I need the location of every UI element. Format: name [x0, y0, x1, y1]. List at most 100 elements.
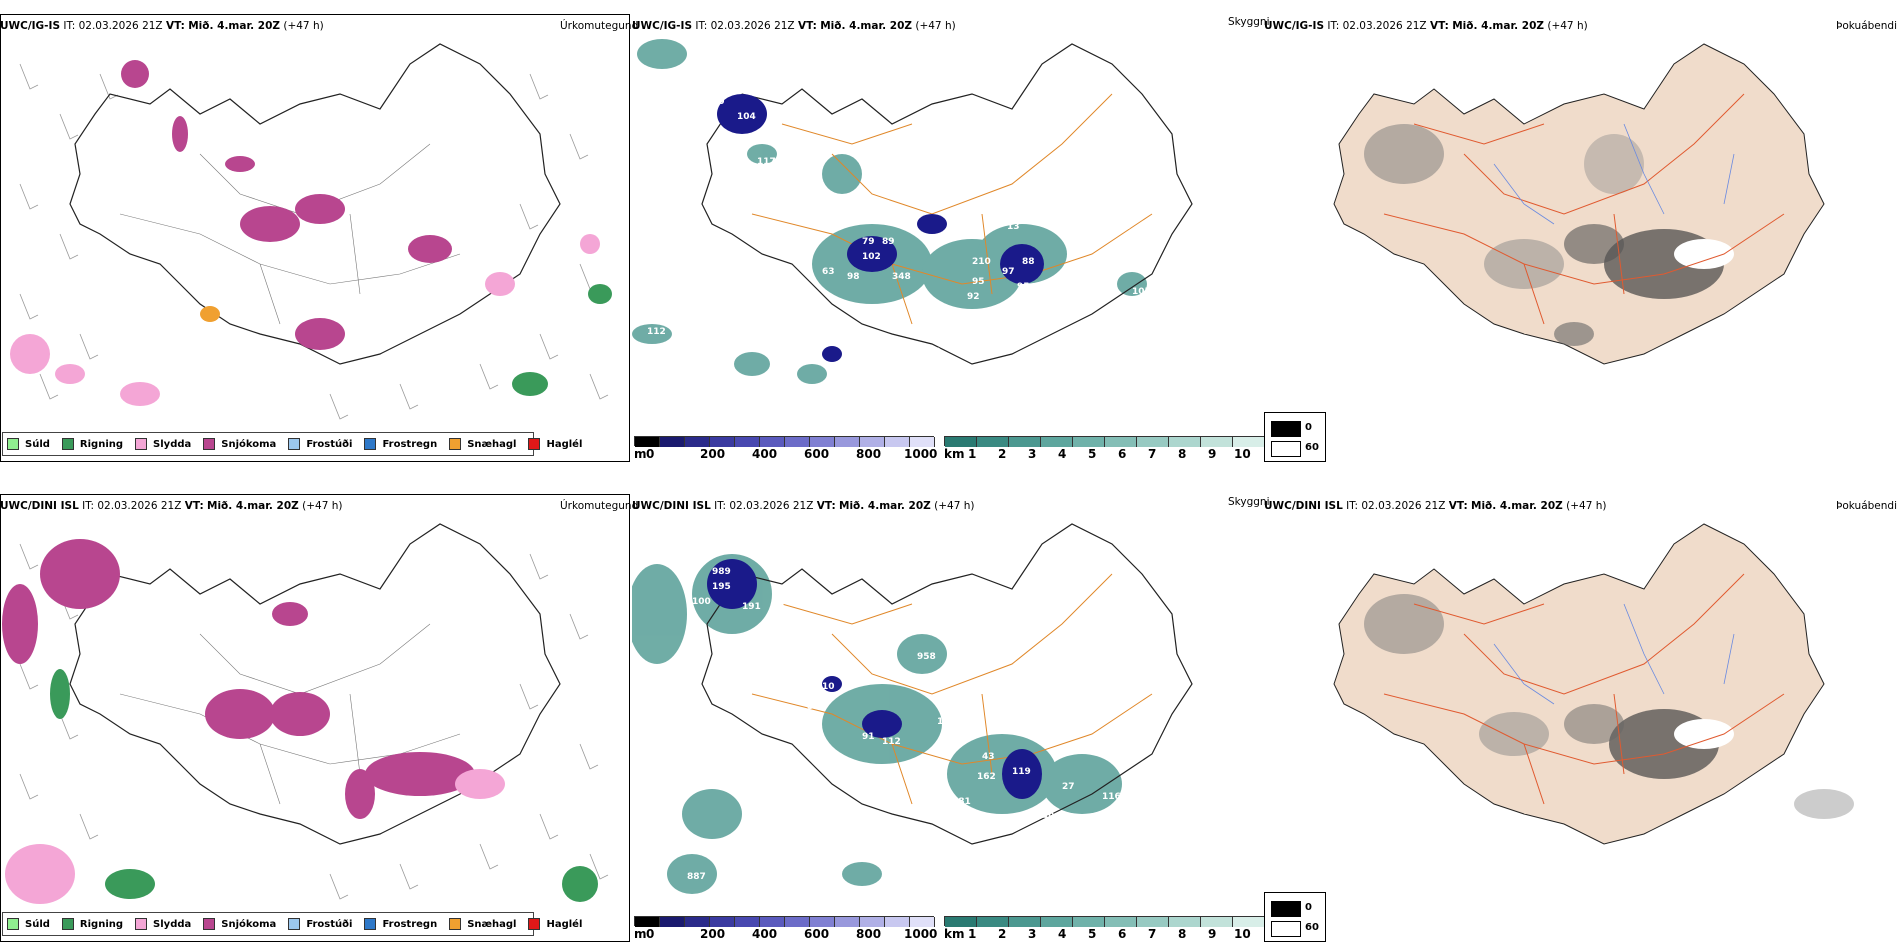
- visibility-tick: 7: [1148, 927, 1157, 941]
- colorbar-segment: [1009, 437, 1041, 447]
- ceiling-label: 105: [1132, 287, 1151, 297]
- ceiling-label: 13: [1007, 222, 1020, 232]
- colorbar-segment: [835, 437, 860, 447]
- visibility-colorbar: [944, 436, 1265, 447]
- colorbar-segment: [1041, 917, 1073, 927]
- iceland-coastline: [69, 523, 561, 845]
- ceiling-label: 79: [862, 237, 875, 247]
- fog-label-0: 0: [1305, 902, 1312, 913]
- ceiling-label: 117: [757, 157, 776, 167]
- ceiling-label: 70: [712, 97, 725, 107]
- visibility-panel: UWC/DINI ISL IT: 02.03.2026 21Z VT: Mið.…: [632, 480, 1270, 950]
- legend-item-rigning: Rigning: [61, 918, 124, 930]
- panel-header: UWC/IG-IS IT: 02.03.2026 21Z VT: Mið. 4.…: [632, 20, 956, 32]
- colorbar-segment: [660, 437, 685, 447]
- fog-label-60: 60: [1305, 442, 1319, 453]
- legend-label: Frostregn: [382, 438, 438, 450]
- colorbar-segment: [635, 917, 660, 927]
- fog-index-map: [1333, 523, 1854, 845]
- ceiling-label: 83: [772, 602, 785, 612]
- valid-label: VT:: [816, 500, 836, 512]
- valid-label: VT:: [797, 20, 817, 32]
- legend-swatch: [288, 438, 301, 450]
- visibility-colorbar-unit: km: [944, 927, 965, 941]
- fog-label-60: 60: [1305, 922, 1319, 933]
- ceiling-label: 102: [947, 215, 966, 225]
- visibility-tick: 4: [1058, 447, 1067, 461]
- colorbar-segment: [810, 917, 835, 927]
- fog-index-map: [1333, 43, 1825, 365]
- model-name: UWC/DINI ISL: [632, 500, 711, 512]
- legend-label: Rigning: [79, 918, 124, 930]
- visibility-tick: 5: [1088, 927, 1097, 941]
- ceiling-label: 104: [737, 112, 756, 122]
- visibility-tick: 2: [998, 447, 1007, 461]
- legend-item-frostregn: Frostregn: [364, 918, 437, 930]
- colorbar-segment: [1105, 437, 1137, 447]
- colorbar-segment: [1233, 437, 1265, 447]
- ceiling-tick: 0: [646, 927, 655, 941]
- ceiling-value-labels: 82 104 70 117 48 79 89 102 105 102 13 21…: [647, 87, 1151, 357]
- visibility-tick: 1: [968, 447, 977, 461]
- colorbar-segment: [810, 437, 835, 447]
- ceiling-label: 95: [1017, 282, 1030, 292]
- colorbar-segment: [1009, 917, 1041, 927]
- legend-swatch: [7, 438, 19, 450]
- legend-item-snaehagl: Snæhagl: [449, 438, 516, 450]
- valid-label: VT:: [1429, 20, 1449, 32]
- model-name: UWC/IG-IS: [0, 20, 61, 32]
- ceiling-label: 113: [937, 717, 956, 727]
- valid-time: Mið. 4.mar. 20Z: [820, 20, 913, 32]
- colorbar-segment: [785, 917, 810, 927]
- ceiling-label: 958: [917, 652, 936, 662]
- ceiling-label: 105: [900, 212, 919, 222]
- colorbar-segment: [860, 437, 885, 447]
- panel-header: UWC/DINI ISL IT: 02.03.2026 21Z VT: Mið.…: [632, 500, 974, 512]
- init-time: 02.03.2026 21Z: [97, 500, 182, 512]
- valid-label: VT:: [165, 20, 185, 32]
- legend-label: Frostúði: [306, 438, 353, 450]
- model-name: UWC/DINI ISL: [1264, 500, 1343, 512]
- legend-item-frostregn: Frostregn: [364, 438, 437, 450]
- init-time: 02.03.2026 21Z: [1342, 20, 1427, 32]
- iceland-landmass: [1333, 523, 1825, 845]
- precip-type-map: [10, 43, 612, 420]
- model-name: UWC/IG-IS: [632, 20, 693, 32]
- ceiling-colorbar: [634, 436, 935, 447]
- ceiling-label: 82: [737, 87, 750, 97]
- panel-title-visibility: Skyggni: [1228, 16, 1270, 28]
- ceiling-label: 49: [1112, 172, 1125, 182]
- legend-swatch: [528, 438, 541, 450]
- precip-type-legend: Súld Rigning Slydda Snjókoma Frostúði Fr…: [2, 432, 582, 456]
- ceiling-label: 43: [982, 752, 995, 762]
- legend-item-slydda: Slydda: [135, 438, 191, 450]
- colorbar-segment: [1073, 437, 1105, 447]
- precip-type-panel: UWC/IG-IS IT: 02.03.2026 21Z VT: Mið. 4.…: [0, 0, 638, 470]
- init-label: IT:: [1346, 500, 1359, 512]
- colorbar-segment: [735, 437, 760, 447]
- legend-label: Snæhagl: [467, 918, 517, 930]
- ceiling-label: 116: [1102, 792, 1121, 802]
- visibility-tick: 3: [1028, 447, 1037, 461]
- visibility-tick: 8: [1178, 447, 1187, 461]
- fog-swatch-0: [1271, 901, 1301, 917]
- legend-label: Slydda: [153, 918, 192, 930]
- visibility-tick: 10: [1234, 447, 1251, 461]
- legend-swatch: [135, 438, 148, 450]
- legend-swatch: [203, 918, 216, 930]
- rivers: [1493, 123, 1735, 225]
- ceiling-blobs: [707, 559, 1042, 799]
- legend-label: Súld: [25, 438, 50, 450]
- ceiling-tick: 400: [752, 447, 778, 461]
- colorbar-segment: [760, 917, 785, 927]
- visibility-tick: 4: [1058, 927, 1067, 941]
- visibility-colorbar: [944, 916, 1265, 927]
- visibility-tick: 1: [968, 927, 977, 941]
- visibility-tick: 7: [1148, 447, 1157, 461]
- forecast-row-top: UWC/IG-IS IT: 02.03.2026 21Z VT: Mið. 4.…: [0, 0, 1900, 470]
- valid-time: Mið. 4.mar. 20Z: [1471, 500, 1563, 512]
- model-name: UWC/IG-IS: [1264, 20, 1325, 32]
- lead-time: (+47 h): [1566, 500, 1607, 512]
- ceiling-label: 70: [707, 707, 720, 717]
- roads: [1383, 93, 1785, 325]
